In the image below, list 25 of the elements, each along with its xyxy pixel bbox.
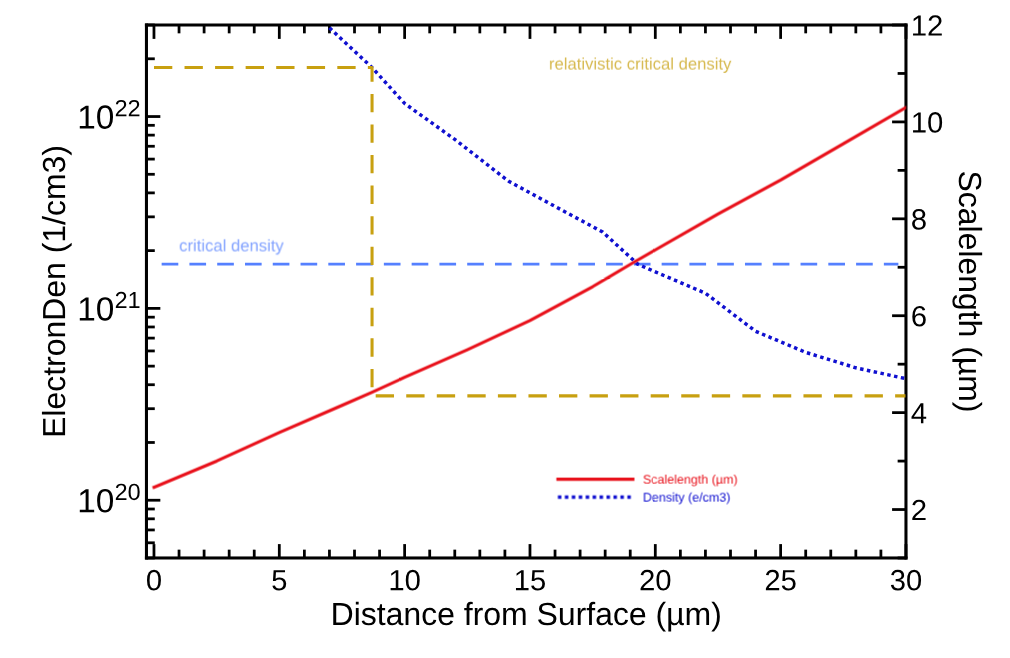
- x-tick-label: 5: [272, 570, 287, 591]
- y-tick-label: 10$^{20}$: [79, 483, 140, 513]
- x-tick-label: 0: [147, 569, 161, 591]
- y-tick-label: 10$^{21}$: [79, 291, 140, 321]
- x-tick-label: 25: [765, 569, 796, 591]
- x-tick-label: 20: [640, 569, 671, 591]
- text: Scalelength (µm): [643, 474, 737, 487]
- y2-tick-label: 4: [911, 403, 927, 424]
- x-tick-label: 10: [390, 569, 420, 591]
- annotation: relativistic critical density: [550, 57, 732, 73]
- y2-tick-label: 12: [913, 15, 942, 36]
- ref-line-label: critical density: [179, 239, 284, 255]
- y2-tick-label: 2: [912, 499, 926, 521]
- y2-axis-title: Scalelength (µm): [952, 171, 983, 411]
- y2-tick-label: 8: [912, 209, 926, 230]
- line-series: [152, 105, 906, 489]
- y-tick-label: 10$^{22}$: [79, 99, 140, 129]
- line-series: [327, 26, 906, 381]
- y-axis-title: ElectronDen (1/cm3): [41, 147, 72, 436]
- text: Density (e/cm3): [643, 492, 730, 505]
- x-axis-title: Distance from Surface (µm): [333, 601, 720, 632]
- y2-tick-label: 6: [912, 305, 926, 327]
- x-tick-label: 30: [890, 569, 922, 591]
- y2-tick-label: 10: [913, 112, 943, 133]
- x-tick-label: 15: [515, 570, 545, 591]
